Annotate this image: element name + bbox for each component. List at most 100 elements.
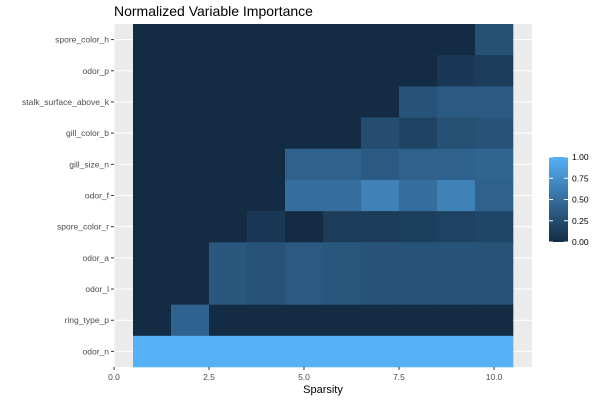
heatmap-cell <box>437 304 476 337</box>
heatmap-cell <box>171 55 210 87</box>
heatmap-cell <box>437 242 476 274</box>
heatmap-cell <box>133 55 172 87</box>
heatmap-cell <box>437 335 476 368</box>
heatmap-cell <box>171 24 210 56</box>
heatmap-cell <box>171 304 210 337</box>
heatmap-cell <box>361 148 400 181</box>
heatmap-cell <box>171 86 210 118</box>
y-tick-label: gill_size_n <box>69 159 109 169</box>
heatmap-cell <box>361 24 400 56</box>
heatmap-cell <box>285 148 324 181</box>
x-axis-title: Sparsity <box>303 384 343 396</box>
heatmap-cell <box>247 179 286 212</box>
heatmap-cell <box>209 211 248 243</box>
heatmap-cell <box>323 211 362 243</box>
heatmap-cell <box>475 211 514 243</box>
heatmap-cell <box>247 24 286 56</box>
heatmap-cell <box>209 242 248 274</box>
heatmap-cell <box>475 148 514 181</box>
x-tick-label: 0.0 <box>108 372 120 382</box>
heatmap-cell <box>171 242 210 274</box>
y-tick-label: odor_l <box>85 284 109 294</box>
heatmap-cell <box>247 304 286 337</box>
x-tick-label: 10.0 <box>486 372 503 382</box>
heatmap-cell <box>247 242 286 274</box>
heatmap-cell <box>133 179 172 212</box>
heatmap-cell <box>361 211 400 243</box>
heatmap-cell <box>323 24 362 56</box>
heatmap-cell <box>475 273 514 305</box>
heatmap-cell <box>361 304 400 337</box>
heatmap-cell <box>437 148 476 181</box>
heatmap-cell <box>133 242 172 274</box>
heatmap-cell <box>209 148 248 181</box>
heatmap-cell <box>475 117 514 150</box>
heatmap-cell <box>437 86 476 118</box>
heatmap-cell <box>399 55 438 87</box>
y-tick-label: odor_n <box>83 346 110 356</box>
heatmap-cell <box>285 117 324 150</box>
heatmap-cell <box>285 24 324 56</box>
heatmap-cell <box>171 211 210 243</box>
heatmap-cell <box>209 55 248 87</box>
legend-tick-label: 0.00 <box>572 237 589 247</box>
heatmap-cell <box>285 304 324 337</box>
heatmap-cell <box>475 242 514 274</box>
y-tick-label: gill_color_b <box>66 128 109 138</box>
heatmap-cell <box>247 117 286 150</box>
heatmap-cell <box>361 273 400 305</box>
heatmap-cell <box>475 86 514 118</box>
heatmap-cell <box>323 335 362 368</box>
heatmap-cell <box>247 86 286 118</box>
heatmap-cell <box>361 86 400 118</box>
heatmap-cell <box>323 242 362 274</box>
heatmap-cell <box>361 55 400 87</box>
x-tick-label: 5.0 <box>298 372 310 382</box>
heatmap-cell <box>133 148 172 181</box>
heatmap-cell <box>323 273 362 305</box>
y-tick-label: ring_type_p <box>65 315 110 325</box>
heatmap-cell <box>171 148 210 181</box>
heatmap-cell <box>133 304 172 337</box>
heatmap-cell <box>437 211 476 243</box>
y-tick-label: stalk_surface_above_k <box>22 97 110 107</box>
legend-tick-label: 1.00 <box>572 152 589 162</box>
heatmap-cell <box>475 304 514 337</box>
legend: 0.00 0.25 0.50 0.75 1.00 <box>549 152 589 247</box>
heatmap-cell <box>209 86 248 118</box>
heatmap-cell <box>209 24 248 56</box>
heatmap-cell <box>361 117 400 150</box>
heatmap-cell <box>399 24 438 56</box>
heatmap-cells <box>133 24 514 368</box>
heatmap-cell <box>437 273 476 305</box>
y-tick-label: spore_color_h <box>55 35 109 45</box>
heatmap-cell <box>171 335 210 368</box>
heatmap-cell <box>247 55 286 87</box>
heatmap-cell <box>133 86 172 118</box>
legend-color-bar <box>549 157 568 242</box>
heatmap-cell <box>437 179 476 212</box>
heatmap-cell <box>399 179 438 212</box>
heatmap-cell <box>285 335 324 368</box>
heatmap-cell <box>133 335 172 368</box>
heatmap-cell <box>323 179 362 212</box>
heatmap-cell <box>247 211 286 243</box>
heatmap-cell <box>323 117 362 150</box>
heatmap-cell <box>399 304 438 337</box>
heatmap-cell <box>133 273 172 305</box>
heatmap-cell <box>323 55 362 87</box>
heatmap-cell <box>399 242 438 274</box>
x-axis: 0.0 2.5 5.0 7.5 10.0 <box>108 367 503 382</box>
heatmap-cell <box>399 86 438 118</box>
heatmap-cell <box>361 335 400 368</box>
heatmap-cell <box>399 148 438 181</box>
heatmap-cell <box>209 273 248 305</box>
heatmap-cell <box>171 179 210 212</box>
heatmap-cell <box>475 179 514 212</box>
heatmap-cell <box>399 117 438 150</box>
heatmap-cell <box>285 242 324 274</box>
heatmap-cell <box>323 304 362 337</box>
heatmap-cell <box>361 179 400 212</box>
heatmap-cell <box>323 86 362 118</box>
